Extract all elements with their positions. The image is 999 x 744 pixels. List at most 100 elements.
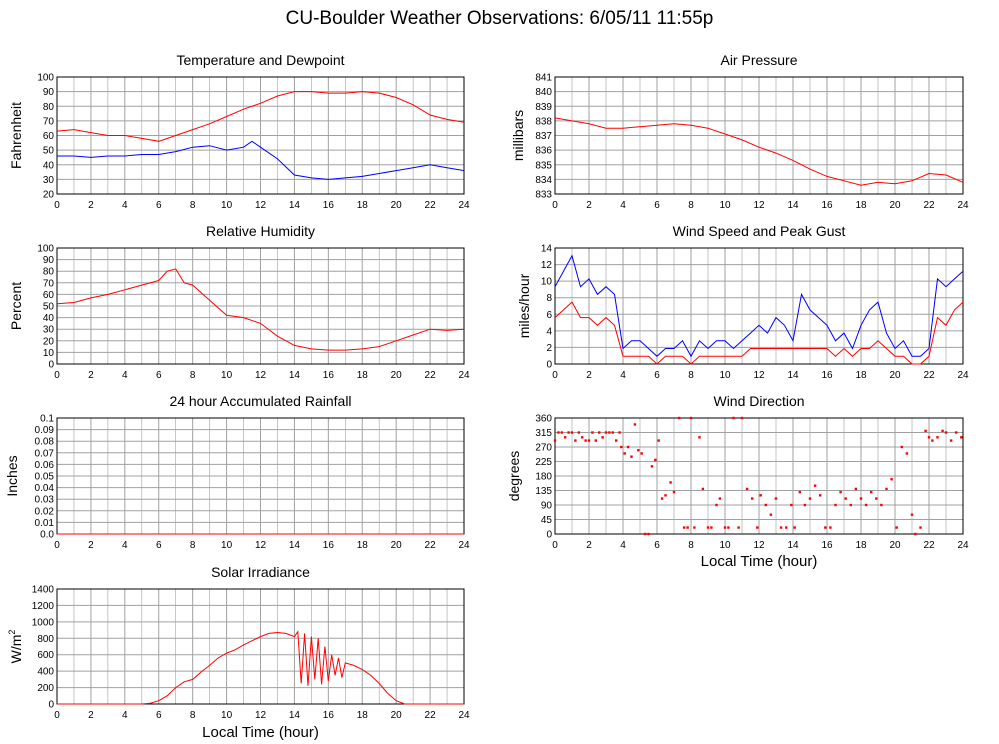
x-tick-label: 8	[688, 370, 694, 381]
y-axis-label: Fahrenheit	[8, 102, 24, 169]
y-tick-label: 4	[546, 326, 552, 337]
x-tick-label: 16	[821, 200, 833, 211]
scatter-point	[637, 449, 640, 452]
x-tick-label: 24	[957, 540, 969, 551]
x-tick-label: 4	[122, 710, 128, 721]
scatter-point	[905, 452, 909, 455]
x-tick-label: 6	[654, 200, 660, 211]
x-tick-label: 4	[122, 200, 128, 211]
scatter-point	[949, 439, 953, 442]
scatter-point	[654, 458, 657, 462]
x-axis-label: Local Time (hour)	[701, 553, 818, 570]
x-tick-label: 20	[889, 540, 901, 551]
y-tick-label: 90	[43, 87, 55, 98]
x-tick-label: 8	[190, 200, 196, 211]
y-axis-label: Inches	[4, 455, 20, 496]
plot-frame	[554, 417, 964, 535]
y-axis-label-text: W/m	[8, 635, 24, 664]
y-axis-label-text: miles/hour	[516, 273, 532, 338]
y-tick-label: 0.05	[35, 472, 55, 483]
x-tick-label: 18	[855, 200, 867, 211]
plot-frame	[56, 588, 465, 705]
x-tick-label: 22	[425, 200, 437, 211]
x-tick-label: 22	[923, 370, 935, 381]
x-tick-label: 8	[688, 540, 694, 551]
scatter-point	[643, 532, 647, 536]
y-tick-label: 8	[546, 293, 552, 304]
scatter-point	[880, 503, 883, 507]
x-tick-label: 12	[255, 370, 267, 381]
scatter-point	[584, 439, 587, 442]
y-tick-label: 1200	[32, 601, 55, 612]
x-tick-label: 10	[221, 200, 233, 211]
scatter-point	[769, 513, 773, 516]
y-tick-label: 100	[37, 244, 54, 255]
page-title: CU-Boulder Weather Observations: 6/05/11…	[285, 8, 714, 29]
scatter-point	[927, 436, 931, 439]
scatter-point	[564, 436, 567, 439]
x-tick-label: 14	[289, 540, 301, 551]
y-tick-label: 0.02	[35, 506, 55, 517]
x-tick-label: 12	[753, 200, 765, 211]
y-tick-label: 180	[535, 472, 552, 483]
x-tick-label: 14	[787, 540, 799, 551]
scatter-point	[931, 439, 934, 442]
x-tick-label: 20	[391, 540, 403, 551]
scatter-point	[706, 526, 710, 529]
x-tick-label: 22	[425, 370, 437, 381]
scatter-point	[615, 439, 618, 442]
x-tick-label: 22	[923, 200, 935, 211]
scatter-point	[813, 484, 817, 487]
y-tick-label: 1400	[32, 585, 55, 596]
y-axis-label-text: degrees	[506, 451, 522, 502]
x-tick-label: 24	[458, 200, 470, 211]
x-tick-label: 10	[719, 540, 731, 551]
scatter-point	[598, 431, 601, 434]
y-tick-label: 1000	[32, 617, 55, 628]
y-tick-label: 0	[48, 700, 54, 711]
x-tick-label: 24	[957, 370, 969, 381]
y-tick-label: 45	[541, 515, 553, 526]
scatter-point	[900, 445, 903, 449]
x-tick-label: 16	[323, 200, 335, 211]
scatter-point	[626, 445, 630, 449]
y-tick-label: 0	[48, 360, 54, 371]
x-tick-label: 6	[654, 540, 660, 551]
scatter-point	[756, 526, 759, 529]
scatter-point	[834, 503, 837, 507]
y-tick-label: 10	[43, 348, 55, 359]
y-tick-label: 80	[43, 102, 55, 113]
scatter-point	[819, 494, 822, 497]
y-tick-label: 0.08	[35, 437, 55, 448]
scatter-point	[591, 431, 594, 434]
scatter-point	[672, 490, 676, 494]
y-tick-label: 10	[541, 277, 553, 288]
scatter-point	[570, 431, 574, 434]
scatter-point	[798, 490, 801, 494]
y-tick-label: 833	[535, 190, 552, 201]
y-tick-label: 0.07	[35, 448, 55, 459]
scatter-point	[864, 503, 868, 507]
scatter-point	[849, 503, 852, 507]
scatter-point	[620, 445, 623, 449]
y-tick-label: 0.03	[35, 495, 55, 506]
y-tick-label: 839	[535, 102, 552, 113]
y-tick-label: 835	[535, 160, 552, 171]
scatter-point	[910, 513, 914, 516]
x-tick-label: 0	[54, 710, 60, 721]
plot-frame	[56, 247, 465, 365]
x-tick-label: 18	[855, 540, 867, 551]
x-tick-label: 16	[323, 710, 335, 721]
scatter-point	[608, 431, 611, 434]
x-tick-label: 4	[620, 370, 626, 381]
x-tick-label: 12	[753, 540, 765, 551]
y-axis-label-text: millibars	[510, 110, 526, 161]
y-tick-label: 315	[535, 428, 552, 439]
scatter-point	[664, 494, 667, 497]
scatter-point	[890, 478, 893, 481]
scatter-point	[723, 526, 727, 529]
